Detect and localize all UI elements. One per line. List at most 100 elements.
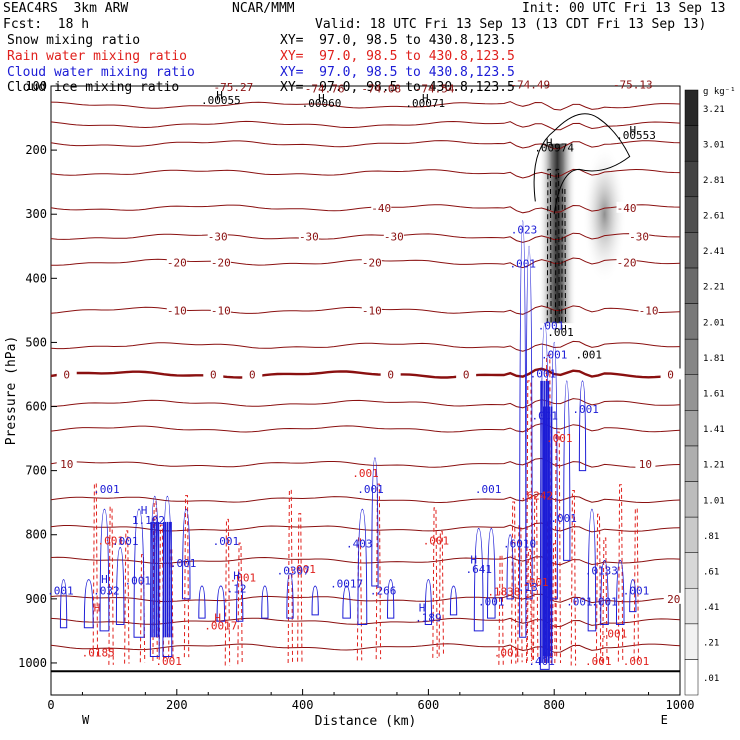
colorbar-label: 1.61 (703, 390, 725, 400)
rain-label: .0185 (82, 647, 115, 660)
x-tick-label: 800 (543, 698, 565, 712)
colorbar-label: 2.41 (703, 247, 725, 257)
cloud-water-label: .001 (112, 535, 139, 548)
cloud-water-label: .001 (538, 320, 565, 333)
cloud-ice-contour (546, 168, 552, 324)
rain-contour (124, 530, 130, 664)
x-tick-label: 600 (418, 698, 440, 712)
temperature-contour-label: 10 (639, 458, 652, 471)
cloud-water-contour (424, 579, 433, 625)
colorbar-label: 1.01 (703, 496, 725, 506)
cloud-ice-label: .001 (547, 326, 574, 339)
cloud-water-label: .001 (566, 595, 593, 608)
temperature-contour (50, 204, 681, 214)
colorbar-label: 3.01 (703, 140, 725, 150)
init-time: Init: 00 UTC Fri 13 Sep 13 (522, 1, 726, 16)
cloud-water-label: .0133 (585, 564, 618, 577)
temperature-contour (50, 232, 680, 243)
contour-label-bg (207, 230, 228, 242)
rain-contour (526, 548, 533, 662)
colorbar-label: .61 (703, 567, 719, 577)
rain-contour (510, 501, 517, 664)
contour-label-bg (56, 458, 77, 470)
x-tick-label: 200 (166, 698, 188, 712)
cloud-water-label: .001 (530, 368, 557, 381)
temperature-contour-label: -30 (629, 231, 649, 244)
y-tick-label: 200 (25, 143, 47, 157)
temperature-contour-label: 0 (387, 368, 394, 381)
cloud-water-label: .001 (47, 584, 74, 597)
x-tick-label: 0 (47, 698, 54, 712)
colorbar-segment (684, 587, 699, 625)
cloud-water-contour (115, 547, 125, 625)
cloud-water-label: .6010 (503, 538, 536, 551)
rain-contour (237, 542, 243, 665)
cloud-water-label: .001 (478, 595, 505, 608)
cloud-water-contour (506, 534, 514, 600)
colorbar-label: .41 (703, 603, 719, 613)
rain-contour (432, 507, 438, 658)
cloud-water-contour (286, 572, 294, 619)
y-tick-label: 700 (25, 464, 47, 478)
x-end-label-west: W (82, 713, 90, 727)
colorbar-segment (684, 481, 699, 518)
temperature-contour-label: -40 (371, 202, 391, 215)
contour-label-bg (638, 304, 659, 316)
contour-label-bg (203, 368, 224, 380)
snow-label: .00974 (534, 141, 574, 154)
cloud-water-label: .001 (357, 483, 384, 496)
cloud-water-label: .266 (370, 584, 397, 597)
cloud-water-label: H (101, 573, 108, 586)
temperature-contour (50, 643, 681, 653)
y-tick-label: 500 (25, 335, 47, 349)
cloud-water-label: H (470, 554, 477, 567)
cloud-water-contour (83, 579, 94, 629)
cloud-water-label: .001 (591, 595, 618, 608)
colorbar-label: .01 (703, 674, 719, 684)
cloud-water-label: .001 (550, 512, 577, 525)
colorbar-segment (684, 89, 699, 126)
colorbar-segment (684, 338, 699, 375)
cloud-water-label: .001 (572, 403, 599, 416)
rain-label: .001 (601, 627, 628, 640)
snow-contour (533, 113, 631, 215)
cloud-water-contour (563, 380, 571, 561)
rain-label: .001 (585, 655, 612, 668)
rain-label: .001 (352, 467, 379, 480)
colorbar-segment (684, 232, 699, 269)
rain-contour (438, 531, 444, 657)
temperature-contour-label: 0 (667, 368, 674, 381)
temperature-contour (50, 101, 681, 111)
contour-label-bg (298, 230, 319, 242)
y-tick-label: 900 (25, 592, 47, 606)
temperature-contour (50, 140, 681, 150)
contour-label-bg (635, 458, 656, 470)
rain-contour (526, 380, 533, 663)
cloud-water-label: .13 (518, 581, 538, 594)
temperature-contour-label: 0 (210, 368, 217, 381)
contour-label-bg (371, 201, 392, 213)
y-tick-label: 300 (25, 207, 47, 221)
temperature-contour (50, 120, 681, 131)
temperature-contour (50, 617, 681, 628)
cloud-water-label: H (233, 570, 240, 583)
y-tick-label: 600 (25, 400, 47, 414)
cloud-water-contour (387, 579, 395, 619)
cloud-water-label: .001 (475, 483, 502, 496)
rain-label: .001 (98, 534, 125, 547)
snow-label: .00071 (405, 97, 445, 110)
cloud-water-contour (449, 585, 458, 616)
forecast-hour: Fcst: 18 h (3, 17, 90, 32)
temperature-contour (50, 367, 681, 379)
temperature-contour-label: -40 (617, 202, 637, 215)
temperature-contour-label: -30 (208, 231, 228, 244)
cloud-water-contour (261, 585, 269, 619)
rain-label: .001 (289, 563, 316, 576)
cloud-water-label: .001 (623, 584, 650, 597)
cloud-water-contour (629, 579, 637, 613)
cloud-water-label: 1.102 (132, 514, 165, 527)
temperature-contour (50, 398, 681, 409)
legend-snow-name: Snow mixing ratio (7, 33, 141, 48)
contour-label-bg (380, 368, 401, 380)
cloud-water-label: .001 (532, 409, 559, 422)
